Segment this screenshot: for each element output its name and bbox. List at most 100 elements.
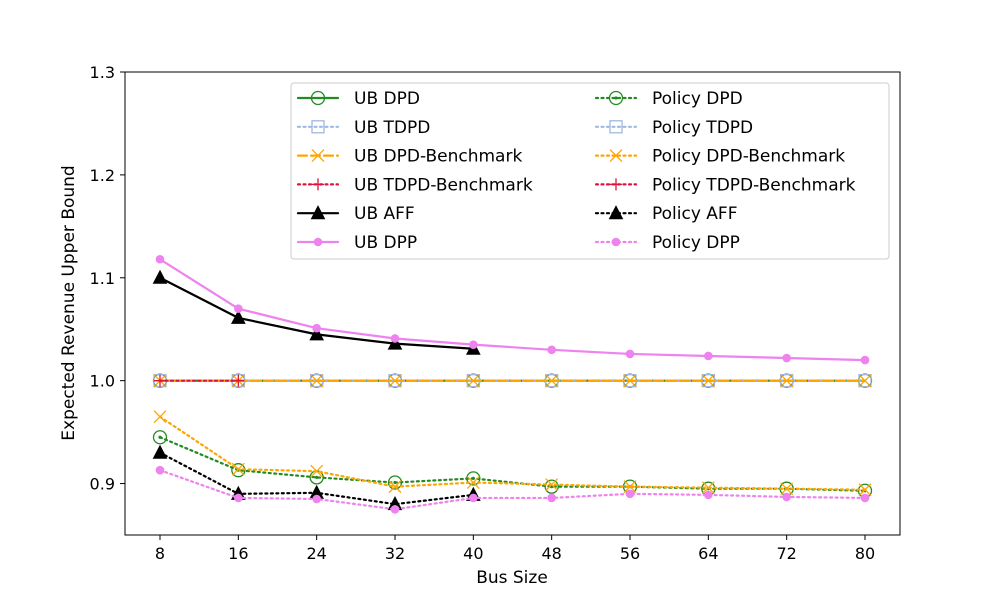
data-point <box>312 494 321 504</box>
x-tick-label: 72 <box>776 544 796 563</box>
legend-label: Policy DPD <box>652 89 743 109</box>
legend-item-policy-dpd: Policy DPD <box>594 89 743 109</box>
data-point <box>232 374 245 387</box>
legend-item-ub-dpd: UB DPD <box>296 89 420 109</box>
legend-label: Policy DPD-Benchmark <box>652 147 845 167</box>
legend-marker <box>313 237 323 247</box>
data-point <box>153 410 167 424</box>
x-axis-label: Bus Size <box>476 568 548 588</box>
data-point <box>782 353 791 363</box>
legend-marker <box>610 178 622 191</box>
data-point <box>466 471 481 486</box>
data-point <box>701 374 715 388</box>
data-point <box>312 323 321 333</box>
legend-item-ub-tdpd: UB TDPD <box>296 118 430 138</box>
series-policy-dpd <box>152 430 873 498</box>
data-point <box>388 480 402 494</box>
series-policy-dpd-benchmark <box>153 410 872 497</box>
legend-item-policy-dpp: Policy DPP <box>594 233 740 253</box>
series-line-policy-dpp <box>158 469 867 511</box>
data-point <box>466 374 480 388</box>
series-ub-dpd-benchmark <box>153 374 872 388</box>
data-point <box>387 335 403 350</box>
y-axis-label: Expected Revenue Upper Bound <box>59 165 79 440</box>
legend-label: UB DPD <box>354 89 420 109</box>
data-point <box>231 462 245 476</box>
legend-item-policy-tdpd: Policy TDPD <box>594 118 753 138</box>
data-point <box>155 465 165 475</box>
legend-marker <box>311 149 325 163</box>
data-point <box>780 482 794 496</box>
y-tick-label: 1.1 <box>90 269 115 288</box>
data-point <box>858 374 872 388</box>
data-point <box>310 464 324 478</box>
data-point <box>155 254 165 264</box>
x-tick-label: 16 <box>228 544 248 563</box>
data-point <box>469 493 478 503</box>
data-point <box>231 309 246 324</box>
data-point <box>623 374 637 388</box>
x-tick-label: 48 <box>541 544 561 563</box>
legend-item-ub-aff: UB AFF <box>296 204 415 224</box>
legend-marker <box>312 178 324 191</box>
x-tick-label: 56 <box>620 544 640 563</box>
legend-label: UB AFF <box>354 204 415 224</box>
data-point <box>390 504 400 514</box>
legend-marker <box>609 120 623 134</box>
legend-marker <box>310 90 326 106</box>
data-point <box>858 483 872 497</box>
legend-item-policy-aff: Policy AFF <box>594 204 738 224</box>
series-ub-tdpd-benchmark <box>154 374 245 387</box>
legend-marker <box>608 205 624 220</box>
data-point <box>388 374 402 388</box>
data-point <box>152 269 168 284</box>
legend-label: Policy TDPD-Benchmark <box>652 175 856 195</box>
data-point <box>547 493 556 503</box>
data-point <box>547 345 556 355</box>
data-point <box>860 355 870 365</box>
legend-marker <box>311 120 325 134</box>
x-tick-label: 64 <box>698 544 718 563</box>
legend-item-policy-tdpd-benchmark: Policy TDPD-Benchmark <box>594 175 856 195</box>
legend-label: UB DPP <box>354 233 417 253</box>
series-layer <box>152 254 873 514</box>
x-tick-label: 40 <box>463 544 483 563</box>
data-point <box>625 489 635 499</box>
legend: UB DPD UB TDPD UB DPD-Benchmark UB TDPD-Ben… <box>290 82 890 260</box>
data-point <box>704 490 713 500</box>
x-axis: 8 16 24 32 40 48 56 64 72 80 <box>155 535 875 563</box>
legend-label: Policy DPP <box>652 233 740 253</box>
series-line-ub-dpp <box>158 258 867 362</box>
data-point <box>469 340 478 349</box>
x-tick-label: 32 <box>385 544 405 563</box>
data-point <box>154 374 166 387</box>
y-axis: 0.9 1.0 1.1 1.2 1.3 <box>90 63 125 494</box>
legend-label: Policy AFF <box>652 204 738 224</box>
series-line-policy-dpd-benchmark <box>158 415 867 491</box>
series-policy-dpp <box>155 465 870 514</box>
data-point <box>234 304 243 313</box>
legend-marker <box>608 90 624 106</box>
data-point <box>466 476 480 489</box>
data-point <box>387 475 403 490</box>
data-point <box>234 493 243 503</box>
data-point <box>390 334 400 343</box>
y-tick-label: 1.2 <box>90 166 115 185</box>
data-point <box>625 349 635 359</box>
legend-label: UB TDPD <box>354 118 430 138</box>
x-tick-label: 8 <box>155 544 165 563</box>
data-point <box>623 480 637 494</box>
series-ub-dpp <box>155 254 870 365</box>
data-point <box>309 326 324 341</box>
data-point <box>310 374 324 388</box>
legend-marker <box>611 237 621 247</box>
legend-item-ub-dpp: UB DPP <box>296 233 417 253</box>
x-tick-label: 80 <box>855 544 875 563</box>
data-point <box>782 492 791 502</box>
legend-label: UB DPD-Benchmark <box>354 147 522 167</box>
plot-frame <box>124 71 901 536</box>
legend-item-policy-dpd-benchmark: Policy DPD-Benchmark <box>594 147 845 167</box>
data-point <box>860 493 870 503</box>
data-point <box>704 351 713 361</box>
